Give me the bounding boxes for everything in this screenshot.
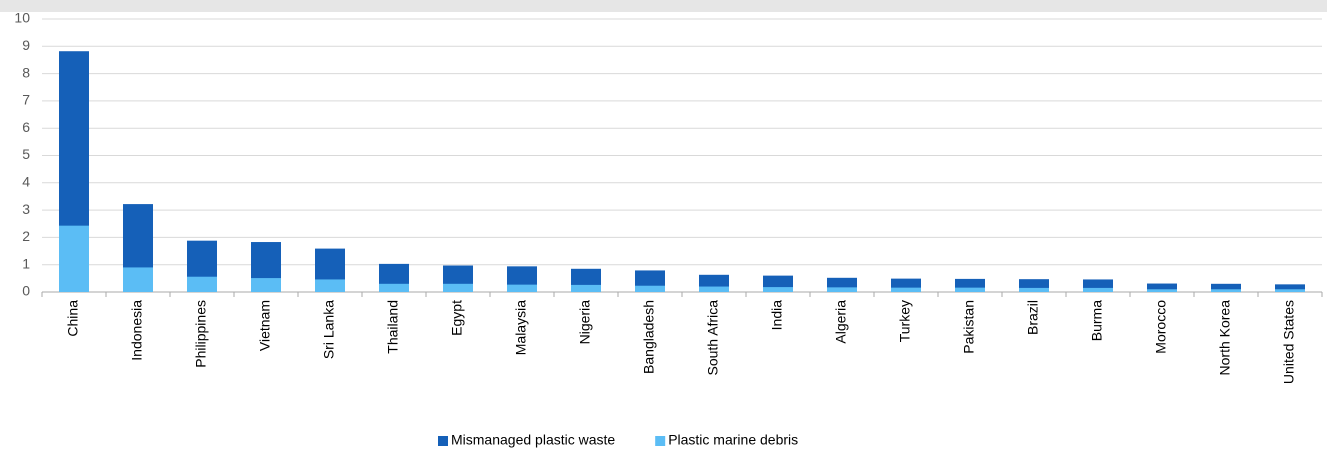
bar [571,284,601,292]
bar [1211,289,1241,292]
x-tick-label: Thailand [385,300,401,354]
x-tick-label: China [65,300,81,337]
bar [763,287,793,292]
legend-label: Mismanaged plastic waste [451,432,615,448]
bar [507,284,537,292]
x-tick-label: Bangladesh [641,300,657,374]
x-tick-label: Nigeria [577,300,593,345]
y-tick-label: 5 [22,146,30,162]
y-tick-label: 10 [14,10,30,26]
bar [1275,289,1305,292]
legend-label: Plastic marine debris [668,432,798,448]
y-tick-label: 3 [22,201,30,217]
bar [59,225,89,292]
bar [123,267,153,292]
x-tick-label: Philippines [193,300,209,368]
bar [187,276,217,292]
bar [891,287,921,292]
x-tick-label: Indonesia [129,300,145,361]
x-tick-label: Burma [1089,300,1105,341]
y-tick-label: 0 [22,283,30,299]
bar [1211,283,1241,292]
bar [379,283,409,292]
y-tick-label: 9 [22,37,30,53]
y-tick-label: 2 [22,228,30,244]
bar [1275,284,1305,292]
bar [827,287,857,292]
x-tick-label: Brazil [1025,300,1041,335]
x-tick-label: Algeria [833,300,849,344]
legend-swatch [655,436,666,446]
y-tick-label: 1 [22,255,30,271]
bar [1147,283,1177,292]
bar [1019,287,1049,292]
y-tick-label: 6 [22,119,30,135]
bar [635,285,665,292]
x-tick-label: Pakistan [961,300,977,354]
x-tick-label: Malaysia [513,300,529,355]
bar [251,278,281,292]
bar [1147,289,1177,292]
x-tick-label: India [769,300,785,331]
x-tick-label: South Africa [705,300,721,376]
legend-swatch [438,436,448,446]
x-tick-label: United States [1281,300,1297,384]
x-tick-label: Morocco [1153,300,1169,354]
bar [315,279,345,292]
bar [1083,287,1113,292]
x-tick-label: Egypt [449,300,465,336]
y-tick-label: 7 [22,92,30,108]
bar [699,286,729,292]
bar [955,287,985,292]
x-tick-label: North Korea [1217,300,1233,376]
x-tick-label: Sri Lanka [321,300,337,359]
x-tick-label: Vietnam [257,300,273,351]
y-tick-label: 4 [22,174,30,190]
x-tick-label: Turkey [897,300,913,342]
bar [443,283,473,292]
top-band [0,0,1327,12]
y-tick-label: 8 [22,64,30,80]
